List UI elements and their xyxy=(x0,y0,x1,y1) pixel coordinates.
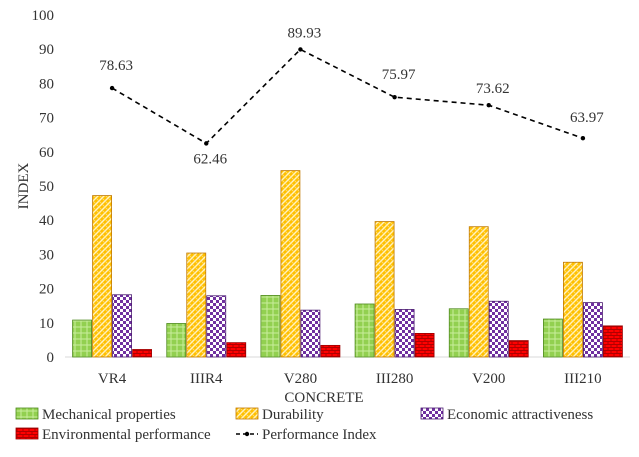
y-tick-labels: 0 10 20 30 40 50 60 70 80 90 100 xyxy=(32,8,55,366)
y-axis-title: INDEX xyxy=(16,163,32,210)
bar-durability xyxy=(374,221,395,358)
performance-index-point xyxy=(204,141,209,146)
performance-index-line-group: 78.63 62.46 89.93 75.97 73.62 63.97 xyxy=(99,25,604,167)
x-tick-label: V200 xyxy=(472,371,505,387)
y-tick-label: 40 xyxy=(39,213,54,229)
bar-durability xyxy=(468,226,489,358)
bar-environmental-performance xyxy=(320,344,341,358)
performance-index-label: 62.46 xyxy=(193,151,227,167)
performance-index-label: 63.97 xyxy=(570,110,604,126)
bar-economic-attractiveness xyxy=(300,309,321,358)
performance-index-point xyxy=(298,47,303,52)
y-tick-label: 80 xyxy=(39,76,54,92)
performance-index-point xyxy=(580,136,586,141)
legend-swatch xyxy=(420,407,444,420)
bar-durability xyxy=(92,195,112,358)
bars xyxy=(72,170,623,358)
performance-index-label: 75.97 xyxy=(382,67,416,83)
legend-swatch-dot xyxy=(244,431,250,437)
performance-index-label: 73.62 xyxy=(476,81,510,97)
x-axis-title: CONCRETE xyxy=(284,390,363,406)
bar-economic-attractiveness xyxy=(206,295,227,358)
bar-environmental-performance xyxy=(132,349,152,358)
bar-economic-attractiveness xyxy=(394,309,415,358)
performance-index-label: 78.63 xyxy=(99,58,133,74)
x-tick-label: V280 xyxy=(284,371,317,387)
legend-label: Durability xyxy=(262,407,324,423)
bar-mechanical-properties xyxy=(354,303,375,358)
legend-label: Mechanical properties xyxy=(42,407,176,423)
y-tick-label: 50 xyxy=(39,179,54,195)
bar-environmental-performance xyxy=(414,333,435,358)
performance-index-label: 89.93 xyxy=(288,25,322,41)
legend-swatch xyxy=(15,407,39,420)
performance-index-point xyxy=(109,85,115,91)
bar-durability xyxy=(186,252,207,358)
y-tick-label: 20 xyxy=(39,282,54,298)
legend: Mechanical properties Durability Economic … xyxy=(15,407,593,443)
y-tick-label: 70 xyxy=(39,111,54,127)
bar-environmental-performance xyxy=(508,340,529,358)
y-tick-label: 90 xyxy=(39,42,54,58)
y-tick-label: 0 xyxy=(47,350,55,366)
bar-economic-attractiveness xyxy=(583,302,603,358)
bar-economic-attractiveness xyxy=(112,294,132,358)
legend-label: Environmental performance xyxy=(42,427,211,443)
y-tick-label: 10 xyxy=(39,316,54,332)
bar-mechanical-properties xyxy=(260,295,281,358)
performance-index-point xyxy=(486,103,491,108)
performance-index-point xyxy=(392,94,397,100)
x-tick-label: III210 xyxy=(564,371,602,387)
performance-index-line xyxy=(111,48,584,145)
bar-environmental-performance xyxy=(603,325,623,358)
y-tick-label: 100 xyxy=(32,8,55,24)
y-tick-label: 30 xyxy=(39,247,54,263)
bar-mechanical-properties xyxy=(166,323,187,358)
legend-swatch xyxy=(15,427,39,440)
bar-mechanical-properties xyxy=(448,308,469,358)
bar-economic-attractiveness xyxy=(488,300,509,358)
bar-mechanical-properties xyxy=(72,319,92,358)
y-tick-label: 60 xyxy=(39,145,54,161)
legend-label: Economic attractiveness xyxy=(447,407,593,423)
x-tick-label: IIIR4 xyxy=(190,371,223,387)
x-tick-label: III280 xyxy=(376,371,414,387)
legend-swatch xyxy=(235,407,259,420)
category-labels: VR4 IIIR4 V280 III280 V200 III210 xyxy=(98,371,602,387)
bar-environmental-performance xyxy=(226,342,247,358)
legend-label: Performance Index xyxy=(262,427,377,443)
bar-durability xyxy=(563,261,583,358)
bar-mechanical-properties xyxy=(543,318,563,358)
bar-durability xyxy=(280,170,301,358)
x-tick-label: VR4 xyxy=(98,371,127,387)
